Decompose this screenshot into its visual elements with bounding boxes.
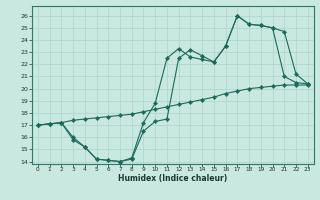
X-axis label: Humidex (Indice chaleur): Humidex (Indice chaleur): [118, 174, 228, 183]
